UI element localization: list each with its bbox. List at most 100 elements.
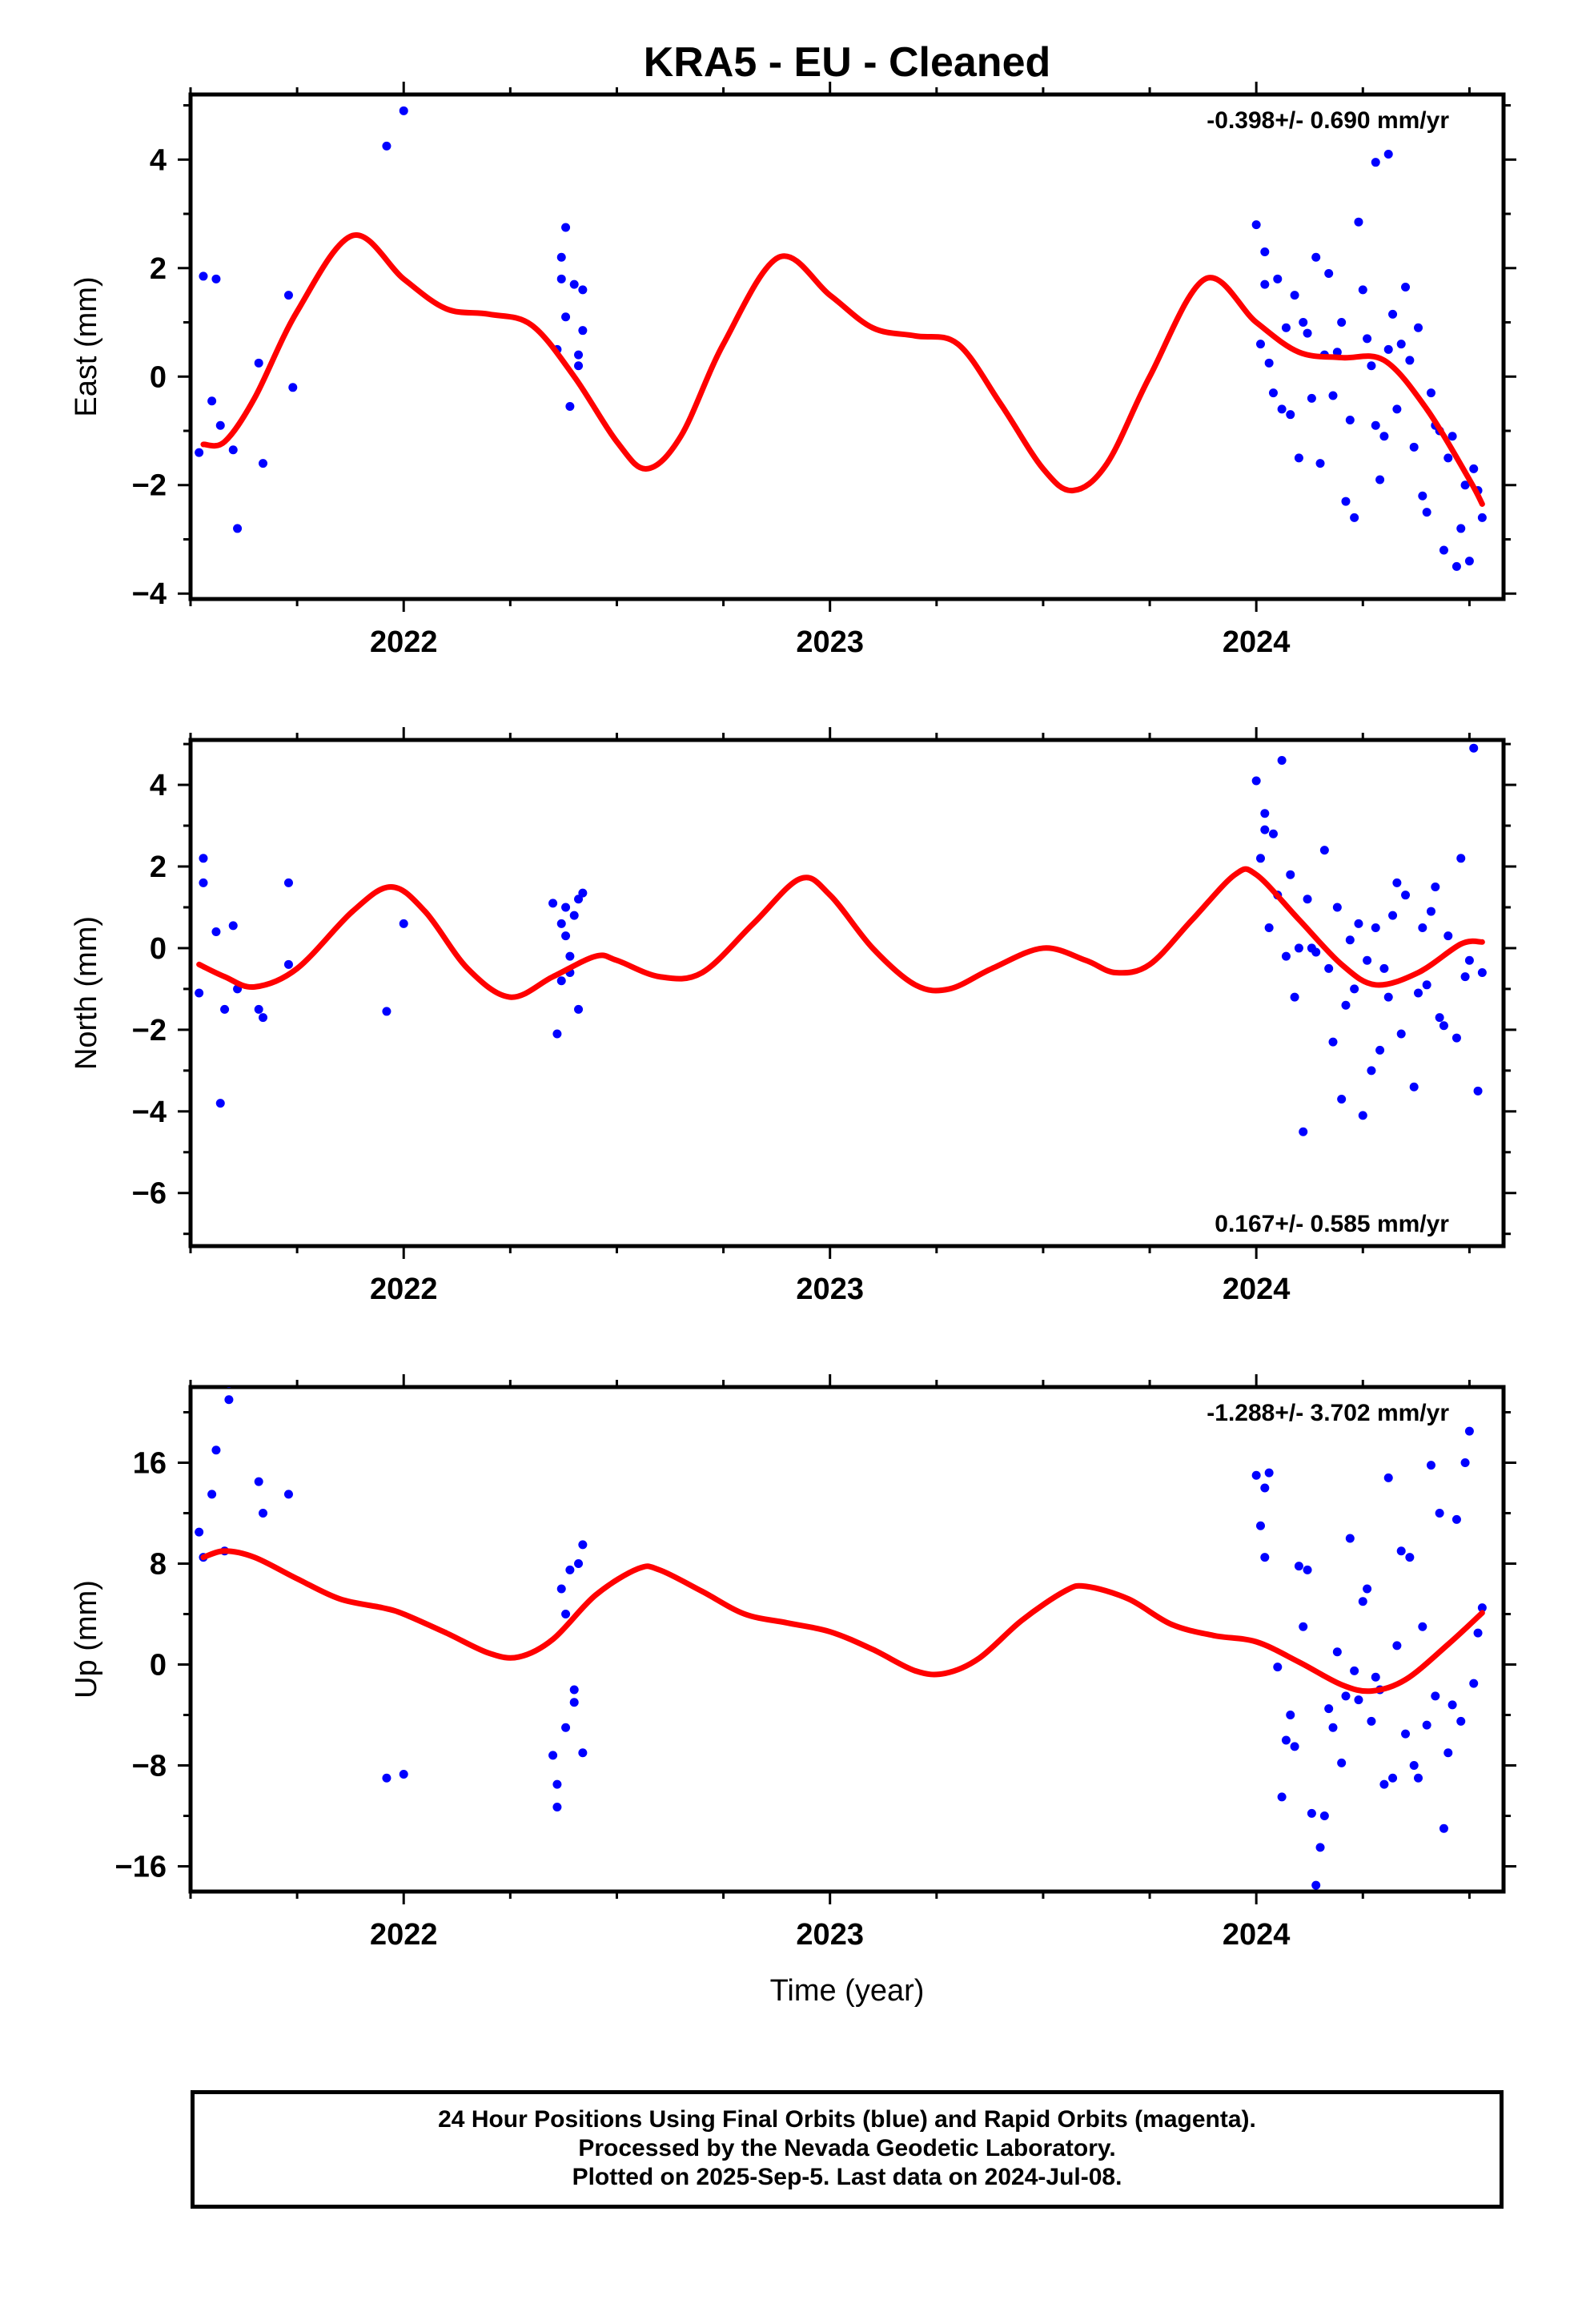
data-point xyxy=(228,921,238,931)
data-point xyxy=(1464,955,1474,965)
data-point xyxy=(1363,1584,1372,1594)
data-point xyxy=(215,1099,225,1108)
panel-1: 2022 2023 2024 −4 −2 0 2 4 East (mm) -0.398+/- 0.… xyxy=(70,82,1516,659)
panel-3: 2022 2023 2024 −16 −8 0 8 16 Up (mm) Time (year) -… xyxy=(70,1374,1516,2008)
data-point xyxy=(1439,1823,1448,1833)
data-point xyxy=(1371,158,1380,167)
figure-title: KRA5 - EU - Cleaned xyxy=(644,39,1051,86)
data-point xyxy=(1281,951,1291,961)
data-point xyxy=(1337,1758,1347,1767)
data-point xyxy=(1414,323,1423,332)
data-point xyxy=(195,448,204,457)
x-tick-label: 2024 xyxy=(1223,1918,1291,1952)
data-point xyxy=(254,358,263,368)
data-point xyxy=(1251,776,1261,786)
data-point xyxy=(552,1802,562,1811)
data-point xyxy=(578,1748,588,1758)
data-point xyxy=(1464,557,1474,566)
data-point xyxy=(1371,420,1380,430)
y-tick-label: 0 xyxy=(150,1649,167,1683)
data-point xyxy=(399,1770,408,1779)
data-point xyxy=(1431,882,1440,891)
data-point xyxy=(1294,943,1303,953)
data-point xyxy=(1286,870,1295,879)
data-point xyxy=(1469,743,1479,753)
data-point xyxy=(399,106,408,115)
data-point xyxy=(1379,432,1389,441)
y-tick-label: 2 xyxy=(150,850,167,884)
data-point xyxy=(1401,891,1411,900)
x-tick-label: 2022 xyxy=(370,625,438,659)
plot-frame xyxy=(188,738,1506,1248)
data-point xyxy=(211,1445,221,1455)
data-point xyxy=(1405,1553,1415,1562)
data-point xyxy=(1358,285,1367,295)
data-point xyxy=(1396,1546,1406,1556)
data-point xyxy=(1260,1553,1270,1562)
data-point xyxy=(207,396,217,406)
data-point xyxy=(1319,1811,1329,1820)
panel-2: 2022 2023 2024 −6 −4 −2 0 2 4 North (mm) 0.167+/- … xyxy=(70,727,1516,1306)
plot-area xyxy=(195,743,1487,1136)
data-point xyxy=(569,911,579,920)
data-point xyxy=(1277,755,1287,765)
data-point xyxy=(1443,1748,1453,1758)
data-point xyxy=(1354,919,1363,928)
data-point xyxy=(1383,344,1393,354)
data-point xyxy=(1303,1565,1312,1574)
data-point xyxy=(1396,340,1406,349)
data-point xyxy=(1286,1711,1295,1719)
data-point xyxy=(1388,309,1398,319)
data-point xyxy=(1383,1473,1393,1482)
data-point xyxy=(1341,1000,1351,1010)
data-point xyxy=(561,1610,571,1618)
data-point xyxy=(1392,878,1402,887)
footer-line-2: Processed by the Nevada Geodetic Laborat… xyxy=(578,2135,1116,2161)
data-point xyxy=(1473,1628,1483,1638)
data-point xyxy=(382,141,391,151)
data-point xyxy=(254,1004,263,1014)
data-point xyxy=(1431,1691,1440,1701)
data-point xyxy=(283,878,293,887)
data-point xyxy=(1405,356,1415,365)
data-point xyxy=(548,1751,558,1760)
fit-curve xyxy=(200,232,1485,507)
data-point xyxy=(1290,992,1299,1002)
data-point xyxy=(1439,545,1448,555)
rate-label: -0.398+/- 0.690 mm/yr xyxy=(1207,107,1449,134)
y-tick-label: 0 xyxy=(150,932,167,966)
data-point xyxy=(1299,1622,1308,1631)
data-point xyxy=(1418,1622,1427,1631)
x-tick-label: 2024 xyxy=(1223,1273,1291,1306)
data-point xyxy=(1332,1647,1342,1657)
data-point xyxy=(1260,809,1270,818)
data-point xyxy=(1260,825,1270,834)
data-point xyxy=(1337,318,1347,328)
data-point xyxy=(220,1004,230,1014)
data-point xyxy=(1264,923,1274,932)
data-point xyxy=(1328,391,1338,400)
data-point xyxy=(1392,1641,1402,1651)
data-point xyxy=(1469,1679,1479,1688)
data-point xyxy=(1260,1483,1270,1493)
data-point xyxy=(1447,1700,1457,1710)
data-point xyxy=(1460,972,1470,982)
data-point xyxy=(1324,1704,1334,1714)
data-point xyxy=(199,271,208,281)
data-point xyxy=(561,1723,571,1732)
data-point xyxy=(1383,150,1393,159)
y-tick-label: −6 xyxy=(132,1177,167,1211)
data-point xyxy=(1401,282,1411,292)
x-tick-label: 2024 xyxy=(1223,625,1291,659)
data-point xyxy=(1324,963,1334,973)
data-point xyxy=(1460,480,1470,490)
data-point xyxy=(1307,943,1316,953)
data-point xyxy=(195,988,204,998)
data-point xyxy=(1414,1773,1423,1783)
data-point xyxy=(561,903,571,912)
data-point xyxy=(1409,1082,1419,1092)
data-point xyxy=(1452,1033,1461,1043)
data-point xyxy=(1328,1723,1338,1732)
data-point xyxy=(1371,923,1380,932)
data-point xyxy=(1473,1086,1483,1096)
